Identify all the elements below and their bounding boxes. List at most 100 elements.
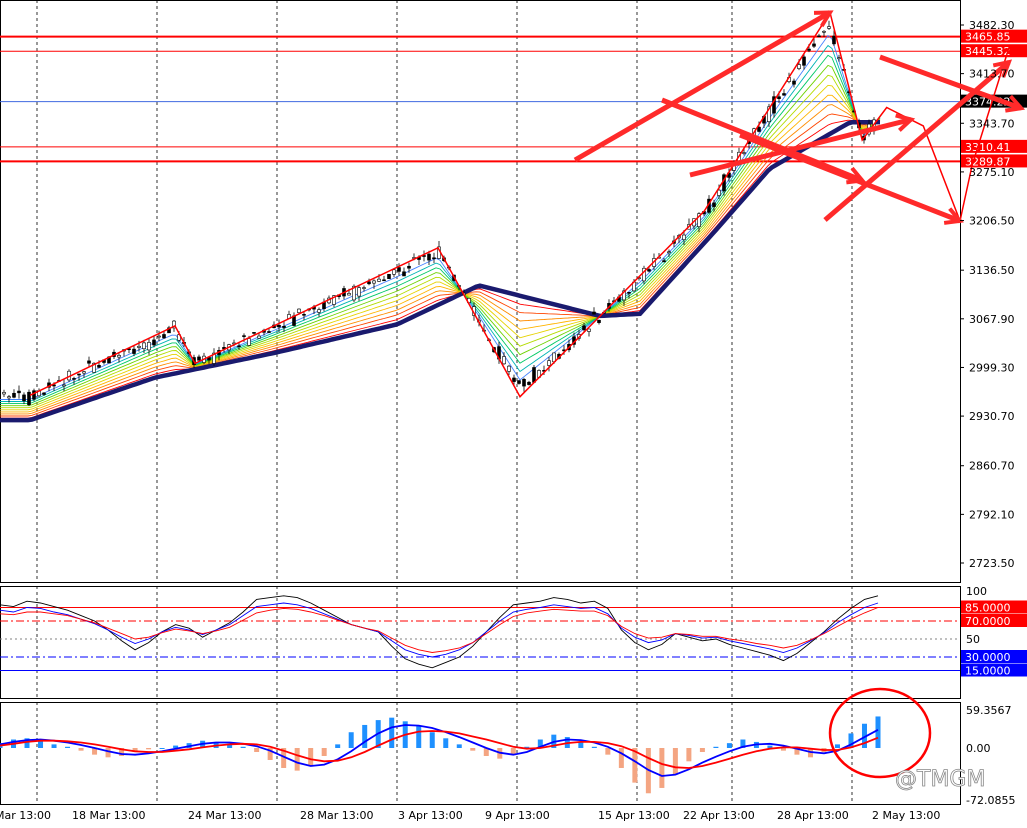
ribbon-line (0, 54, 881, 405)
candle-body (432, 257, 436, 260)
candle-body (117, 355, 121, 358)
oscillator-level-box (961, 614, 1027, 627)
candle-body (647, 269, 651, 272)
candle-body (817, 35, 821, 38)
candle-body (297, 308, 301, 313)
ribbon-line (0, 64, 881, 407)
time-tick-label: 18 Mar 13:00 (72, 809, 145, 822)
macd-bar (767, 745, 773, 748)
oscillator-level-label: 15.0000 (965, 665, 1011, 678)
macd-bar (308, 748, 314, 766)
macd-bar (578, 741, 584, 748)
macd-bar (443, 738, 449, 748)
price-tick-label: 2999.30 (969, 361, 1015, 374)
panel-frame (0, 586, 961, 699)
candle-body (87, 360, 91, 364)
candle-body (837, 57, 841, 60)
candle-body (367, 281, 371, 285)
candle-body (352, 285, 356, 301)
candle-body (527, 381, 531, 385)
macd-bar (294, 748, 300, 771)
candle-body (777, 96, 781, 100)
macd-bar (524, 746, 530, 748)
level-label-box (961, 44, 1027, 58)
ribbon-line (0, 44, 881, 402)
macd-bar (389, 717, 395, 748)
candle-body (257, 335, 261, 339)
candle-body (162, 334, 166, 339)
candle-body (532, 367, 536, 383)
candle-body (812, 43, 816, 47)
candle-body (582, 325, 586, 331)
macd-tick-label: -72.0855 (966, 794, 1015, 807)
macd-bar (605, 748, 611, 755)
oscillator-level-box (961, 650, 1027, 663)
level-label: 3465.85 (965, 31, 1011, 44)
candle-body (237, 345, 241, 348)
macd-bar (659, 748, 665, 788)
candle-body (167, 327, 171, 334)
candle-body (197, 356, 201, 361)
candle-body (742, 152, 746, 154)
macd-bar (335, 744, 341, 748)
candle-body (212, 352, 216, 364)
macd-bar (78, 748, 84, 751)
level-label-box (961, 29, 1027, 43)
ribbon-line (0, 113, 881, 417)
candle-body (407, 265, 411, 269)
price-axis: 3482.30 3413.70 3343.70 3275.10 3206.50 3136.… (960, 19, 1015, 570)
price-tick-label: 2723.50 (969, 557, 1015, 570)
level-label: 3289.87 (965, 155, 1011, 168)
macd-bar (267, 748, 273, 760)
arrow-shaft (739, 132, 961, 224)
candle-body (822, 30, 826, 33)
candle-body (267, 331, 271, 333)
candle-body (142, 342, 146, 350)
time-tick-label: 2 May 13:00 (872, 809, 940, 822)
candle-body (137, 345, 141, 348)
macd-panel: 59.3567 0.00 -72.0855 (0, 704, 1015, 807)
candle-body (802, 56, 806, 66)
candle-body (332, 295, 336, 305)
macd-bar (780, 748, 786, 751)
price-tick-label: 3413.70 (969, 68, 1015, 81)
time-tick-label: 15 Apr 13:00 (598, 809, 670, 822)
candle-body (807, 48, 811, 51)
candle-body (72, 378, 76, 380)
candle-body (767, 106, 771, 122)
candle-body (22, 394, 26, 402)
watermark-text: @TMGM (895, 767, 985, 792)
candle-body (317, 309, 321, 313)
candle-body (792, 80, 796, 85)
candle-body (592, 311, 596, 315)
macd-bar (51, 744, 57, 748)
candle-body (62, 384, 66, 387)
candle-body (77, 373, 81, 376)
candle-body (372, 280, 376, 284)
oscillator-tick-label: 100 (966, 585, 987, 598)
candle-body (772, 96, 776, 114)
arrow-head (992, 59, 1013, 78)
candle-body (512, 377, 516, 382)
candle-body (242, 335, 246, 337)
macd-bar (416, 726, 422, 748)
macd-bar (834, 744, 840, 748)
candle-body (507, 365, 511, 372)
price-tick-label: 2860.70 (969, 460, 1015, 473)
macd-bar (740, 739, 746, 748)
candle-body (522, 378, 526, 387)
candle-body (97, 364, 101, 368)
macd-bar (38, 740, 44, 748)
macd-bar (537, 739, 543, 748)
time-tick-label: Mar 13:00 (0, 809, 51, 822)
macd-bar (146, 748, 152, 750)
macd-bar (456, 744, 462, 748)
ribbon-line (0, 74, 881, 409)
moving-average-ribbon (0, 34, 881, 423)
oscillator-line (0, 607, 879, 653)
macd-line (0, 724, 879, 777)
candle-body (502, 356, 506, 365)
